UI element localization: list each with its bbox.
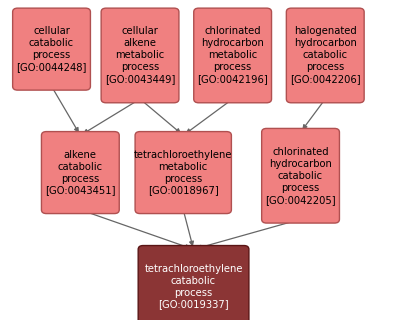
Text: chlorinated
hydrocarbon
metabolic
process
[GO:0042196]: chlorinated hydrocarbon metabolic proces…: [197, 26, 268, 84]
Text: halogenated
hydrocarbon
catabolic
process
[GO:0042206]: halogenated hydrocarbon catabolic proces…: [290, 26, 360, 84]
Text: cellular
catabolic
process
[GO:0044248]: cellular catabolic process [GO:0044248]: [16, 26, 87, 72]
FancyBboxPatch shape: [135, 131, 231, 214]
FancyBboxPatch shape: [138, 245, 249, 323]
Text: chlorinated
hydrocarbon
catabolic
process
[GO:0042205]: chlorinated hydrocarbon catabolic proces…: [265, 147, 336, 205]
FancyBboxPatch shape: [13, 8, 90, 90]
FancyBboxPatch shape: [286, 8, 364, 103]
Text: cellular
alkene
metabolic
process
[GO:0043449]: cellular alkene metabolic process [GO:00…: [105, 26, 175, 84]
Text: alkene
catabolic
process
[GO:0043451]: alkene catabolic process [GO:0043451]: [45, 150, 116, 196]
FancyBboxPatch shape: [42, 131, 119, 214]
Text: tetrachloroethylene
metabolic
process
[GO:0018967]: tetrachloroethylene metabolic process [G…: [134, 150, 233, 196]
FancyBboxPatch shape: [262, 129, 339, 223]
FancyBboxPatch shape: [194, 8, 272, 103]
Text: tetrachloroethylene
catabolic
process
[GO:0019337]: tetrachloroethylene catabolic process [G…: [144, 264, 243, 309]
FancyBboxPatch shape: [101, 8, 179, 103]
